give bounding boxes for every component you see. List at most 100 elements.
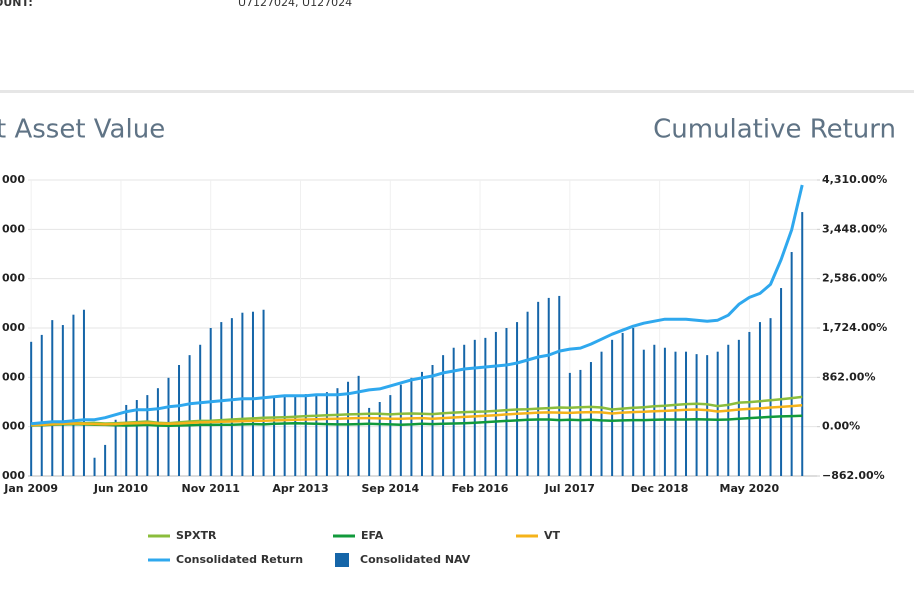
account-label: OUNT: xyxy=(0,0,33,9)
y-tick-label: 000 xyxy=(2,370,25,383)
nav-bar xyxy=(146,395,149,476)
x-tick-label: Feb 2016 xyxy=(452,482,509,495)
legend-swatch xyxy=(335,553,349,567)
nav-bar xyxy=(61,325,64,476)
y-tick-label: 000 xyxy=(2,173,25,186)
nav-bar xyxy=(357,375,360,476)
nav-bar xyxy=(737,339,740,476)
y-tick-label: 000 xyxy=(2,272,25,285)
nav-bar xyxy=(769,318,772,476)
nav-bar xyxy=(410,377,413,476)
nav-bar xyxy=(72,314,75,476)
nav-bar xyxy=(537,301,540,476)
nav-bar xyxy=(442,355,445,476)
nav-bar xyxy=(82,309,85,476)
nav-bar xyxy=(801,212,804,477)
nav-bar xyxy=(93,457,96,476)
right-axis-title: Cumulative Return xyxy=(653,115,896,145)
nav-bar xyxy=(685,351,688,476)
nav-bar xyxy=(558,295,561,476)
divider xyxy=(0,90,914,93)
nav-bar xyxy=(114,419,117,476)
nav-bar xyxy=(758,322,761,476)
nav-bar xyxy=(431,365,434,476)
x-tick-label: Dec 2018 xyxy=(631,482,689,495)
nav-bar xyxy=(125,404,128,476)
x-tick-label: Nov 2011 xyxy=(182,482,240,495)
nav-bar xyxy=(378,402,381,476)
nav-bar xyxy=(262,309,265,476)
nav-bar xyxy=(251,311,254,476)
y-tick-label: 000 xyxy=(2,420,25,433)
y-tick-label: 000 xyxy=(2,222,25,235)
nav-bar xyxy=(294,395,297,476)
legend-label: EFA xyxy=(361,529,384,542)
nav-bar xyxy=(230,318,233,476)
nav-bar xyxy=(706,355,709,476)
nav-bar xyxy=(156,388,159,476)
nav-bar xyxy=(336,388,339,476)
nav-bar xyxy=(674,351,677,476)
y2-tick-label: −862.00% xyxy=(822,469,885,482)
nav-bar xyxy=(748,331,751,476)
nav-bar xyxy=(241,312,244,476)
legend-label: Consolidated Return xyxy=(176,553,303,566)
nav-bar xyxy=(104,444,107,476)
x-tick-label: Jun 2010 xyxy=(93,482,149,495)
account-value: U7127024, U127024 xyxy=(238,0,352,9)
nav-bar xyxy=(600,351,603,476)
y-tick-label: 000 xyxy=(2,469,25,482)
nav-bar xyxy=(325,392,328,476)
nav-bar xyxy=(632,328,635,476)
nav-bar xyxy=(505,328,508,476)
y2-tick-label: 4,310.00% xyxy=(822,173,887,186)
nav-bar xyxy=(399,384,402,476)
nav-bar xyxy=(368,407,371,476)
x-tick-label: Sep 2014 xyxy=(361,482,419,495)
nav-bar xyxy=(51,320,54,476)
y2-tick-label: 1,724.00% xyxy=(822,321,887,334)
nav-bar xyxy=(389,395,392,476)
legend-label: SPXTR xyxy=(176,529,217,542)
nav-bar xyxy=(315,394,318,476)
nav-bar xyxy=(30,341,33,476)
y2-tick-label: 3,448.00% xyxy=(822,222,887,235)
nav-bar xyxy=(473,339,476,476)
nav-bar xyxy=(304,394,307,476)
left-axis-title: t Asset Value xyxy=(0,115,165,145)
nav-bar xyxy=(790,252,793,476)
x-tick-label: May 2020 xyxy=(720,482,780,495)
series-line xyxy=(31,184,804,426)
nav-bar xyxy=(516,322,519,476)
nav-bar xyxy=(579,369,582,476)
x-tick-label: Jul 2017 xyxy=(544,482,595,495)
nav-bar xyxy=(611,339,614,476)
nav-bar xyxy=(695,354,698,476)
nav-bar xyxy=(716,351,719,476)
y2-tick-label: 0.00% xyxy=(822,420,860,433)
nav-bar xyxy=(780,288,783,476)
nav-bar xyxy=(40,334,43,476)
y2-tick-label: 862.00% xyxy=(822,370,875,383)
nav-bar xyxy=(347,381,350,476)
nav-bar xyxy=(526,311,529,476)
series-line xyxy=(31,403,803,427)
nav-bar xyxy=(547,297,550,476)
legend-label: Consolidated NAV xyxy=(360,553,471,566)
x-tick-label: Apr 2013 xyxy=(272,482,328,495)
legend-label: VT xyxy=(544,529,561,542)
nav-bar xyxy=(135,400,138,476)
nav-bar xyxy=(568,372,571,476)
nav-bar xyxy=(199,344,202,476)
nav-bar xyxy=(273,397,276,476)
nav-bar xyxy=(494,331,497,476)
nav-bar xyxy=(484,337,487,476)
nav-bar xyxy=(220,322,223,476)
y2-tick-label: 2,586.00% xyxy=(822,272,887,285)
nav-bar xyxy=(463,344,466,476)
series-line xyxy=(31,414,803,428)
nav-bar xyxy=(178,365,181,476)
y-tick-label: 000 xyxy=(2,321,25,334)
